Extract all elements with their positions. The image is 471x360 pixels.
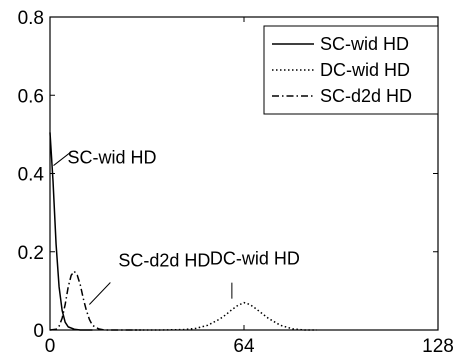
series-line-1 <box>134 301 317 331</box>
annotation-label: SC-wid HD <box>68 148 157 168</box>
x-tick-label: 64 <box>233 336 255 357</box>
annotation-leader <box>53 151 72 166</box>
y-tick-label: 0.6 <box>18 86 44 107</box>
annotation-leader <box>89 282 111 305</box>
annotation-label: DC-wid HD <box>210 249 300 269</box>
y-tick-label: 0.4 <box>18 165 45 186</box>
series-line-0 <box>49 132 93 331</box>
y-tick-label: 0 <box>33 321 44 342</box>
y-tick-label: 0.2 <box>18 243 44 264</box>
series-line-2 <box>49 270 141 331</box>
y-tick-label: 0.8 <box>18 8 44 29</box>
x-tick-label: 128 <box>422 336 454 357</box>
x-tick-label: 0 <box>45 336 56 357</box>
legend-label-1: DC-wid HD <box>320 60 410 80</box>
legend-label-0: SC-wid HD <box>320 34 409 54</box>
annotation-label: SC-d2d HD <box>118 251 210 271</box>
legend-label-2: SC-d2d HD <box>320 86 412 106</box>
